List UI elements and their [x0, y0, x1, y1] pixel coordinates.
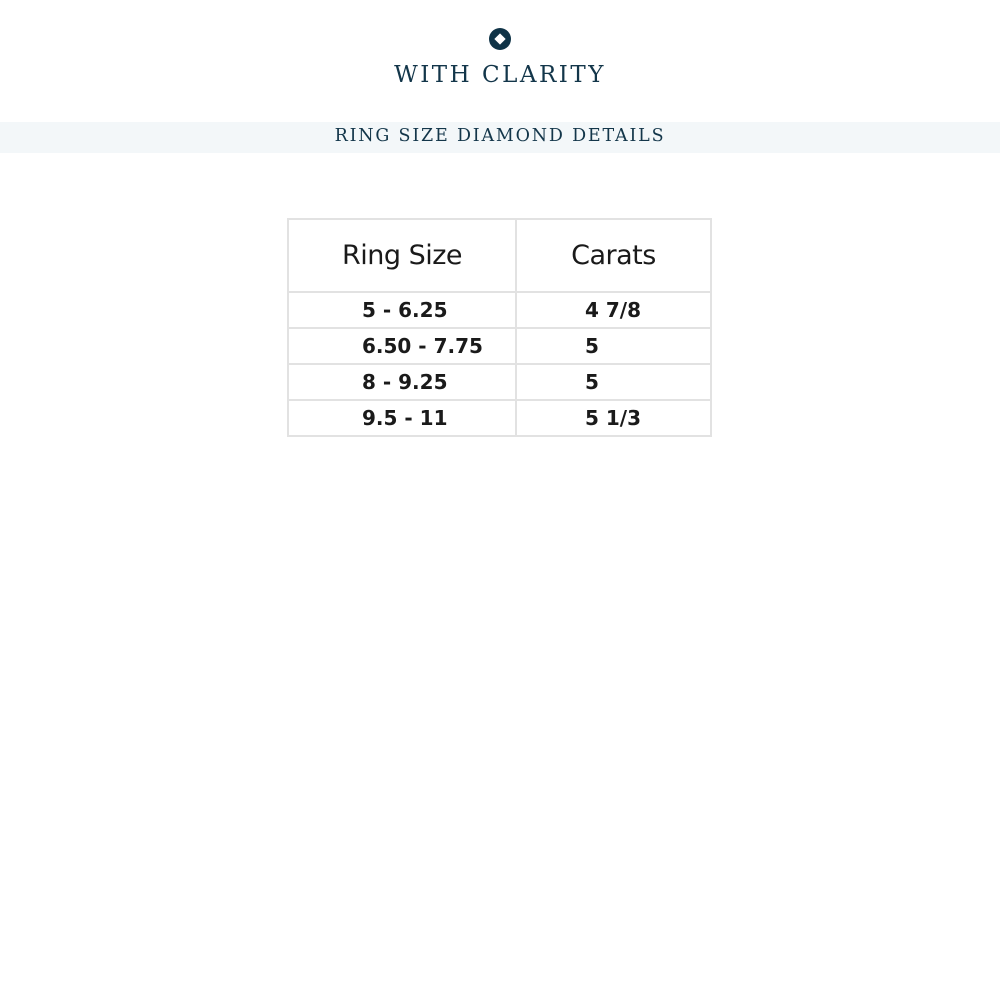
table-row: 8 - 9.25 5	[287, 363, 712, 401]
table-row: 6.50 - 7.75 5	[287, 327, 712, 365]
carats-cell: 5	[515, 363, 712, 401]
ring-size-cell: 5 - 6.25	[287, 291, 517, 329]
ring-size-cell: 9.5 - 11	[287, 399, 517, 437]
brand-logo-icon	[489, 28, 511, 50]
section-banner: RING SIZE DIAMOND DETAILS	[0, 122, 1000, 153]
header-carats: Carats	[515, 218, 712, 293]
carats-cell: 5 1/3	[515, 399, 712, 437]
table-header-row: Ring Size Carats	[287, 218, 712, 293]
table-row: 5 - 6.25 4 7/8	[287, 291, 712, 329]
carats-cell: 4 7/8	[515, 291, 712, 329]
ring-size-cell: 8 - 9.25	[287, 363, 517, 401]
header-ring-size: Ring Size	[287, 218, 517, 293]
ring-size-table: Ring Size Carats 5 - 6.25 4 7/8 6.50 - 7…	[287, 218, 712, 437]
brand-name: WITH CLARITY	[394, 62, 606, 88]
banner-title: RING SIZE DIAMOND DETAILS	[334, 126, 666, 146]
carats-cell: 5	[515, 327, 712, 365]
table-row: 9.5 - 11 5 1/3	[287, 399, 712, 437]
ring-size-cell: 6.50 - 7.75	[287, 327, 517, 365]
